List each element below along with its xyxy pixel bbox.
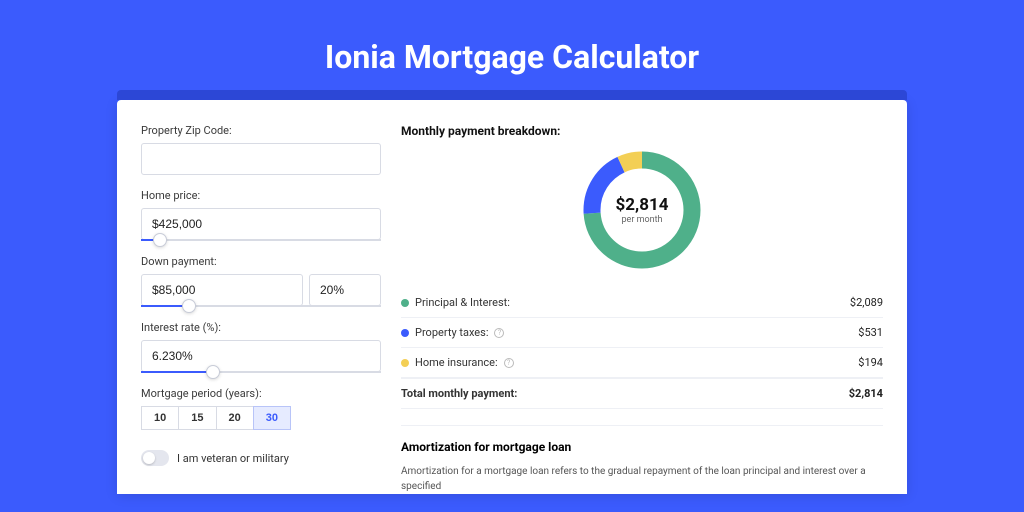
legend-label-insurance: Home insurance: xyxy=(415,356,498,369)
breakdown-column: Monthly payment breakdown: $2,814 per mo… xyxy=(401,124,883,494)
period-btn-20[interactable]: 20 xyxy=(216,406,253,430)
legend-amount-principal: $2,089 xyxy=(850,296,883,309)
down-payment-row xyxy=(141,274,381,306)
legend-dot-insurance xyxy=(401,359,409,367)
donut-sub: per month xyxy=(616,215,669,225)
donut-chart: $2,814 per month xyxy=(582,150,702,270)
info-icon[interactable]: ? xyxy=(504,358,514,368)
down-payment-pct-input[interactable] xyxy=(309,274,381,306)
home-price-input[interactable] xyxy=(141,208,381,240)
veteran-toggle[interactable] xyxy=(141,450,169,466)
legend-row-principal: Principal & Interest: $2,089 xyxy=(401,288,883,318)
calculator-card: Property Zip Code: Home price: Down paym… xyxy=(117,100,907,494)
legend-row-taxes: Property taxes: ? $531 xyxy=(401,318,883,348)
zip-label: Property Zip Code: xyxy=(141,124,381,137)
legend-label-taxes: Property taxes: xyxy=(415,326,488,339)
veteran-label: I am veteran or military xyxy=(177,452,289,465)
legend-amount-taxes: $531 xyxy=(858,326,883,339)
down-payment-label: Down payment: xyxy=(141,255,381,268)
interest-slider[interactable] xyxy=(141,371,381,373)
amortization-section: Amortization for mortgage loan Amortizat… xyxy=(401,425,883,494)
legend-row-total: Total monthly payment: $2,814 xyxy=(401,378,883,409)
breakdown-title: Monthly payment breakdown: xyxy=(401,124,883,138)
page-title: Ionia Mortgage Calculator xyxy=(0,0,1024,100)
legend-label-total: Total monthly payment: xyxy=(401,387,517,400)
donut-chart-wrap: $2,814 per month xyxy=(401,150,883,270)
legend-amount-insurance: $194 xyxy=(858,356,883,369)
zip-input[interactable] xyxy=(141,143,381,175)
interest-label: Interest rate (%): xyxy=(141,321,381,334)
home-price-slider[interactable] xyxy=(141,239,381,241)
veteran-row: I am veteran or military xyxy=(141,450,381,466)
info-icon[interactable]: ? xyxy=(494,328,504,338)
legend-label-principal: Principal & Interest: xyxy=(415,296,510,309)
card-top-accent xyxy=(117,90,907,100)
form-column: Property Zip Code: Home price: Down paym… xyxy=(141,124,381,494)
home-price-label: Home price: xyxy=(141,189,381,202)
period-label: Mortgage period (years): xyxy=(141,387,381,400)
period-buttons: 10 15 20 30 xyxy=(141,406,381,430)
donut-center: $2,814 per month xyxy=(616,195,669,225)
amortization-title: Amortization for mortgage loan xyxy=(401,440,883,454)
down-payment-slider[interactable] xyxy=(141,305,381,307)
interest-slider-thumb[interactable] xyxy=(206,365,220,379)
interest-input[interactable] xyxy=(141,340,381,372)
down-payment-slider-thumb[interactable] xyxy=(182,299,196,313)
period-btn-30[interactable]: 30 xyxy=(253,406,291,430)
amortization-text: Amortization for a mortgage loan refers … xyxy=(401,464,883,494)
down-payment-input[interactable] xyxy=(141,274,303,306)
home-price-slider-thumb[interactable] xyxy=(153,233,167,247)
legend-dot-principal xyxy=(401,299,409,307)
interest-slider-fill xyxy=(141,371,213,373)
legend-amount-total: $2,814 xyxy=(849,387,883,400)
legend-dot-taxes xyxy=(401,329,409,337)
legend-row-insurance: Home insurance: ? $194 xyxy=(401,348,883,378)
period-btn-15[interactable]: 15 xyxy=(178,406,215,430)
donut-amount: $2,814 xyxy=(616,195,669,215)
period-btn-10[interactable]: 10 xyxy=(141,406,178,430)
